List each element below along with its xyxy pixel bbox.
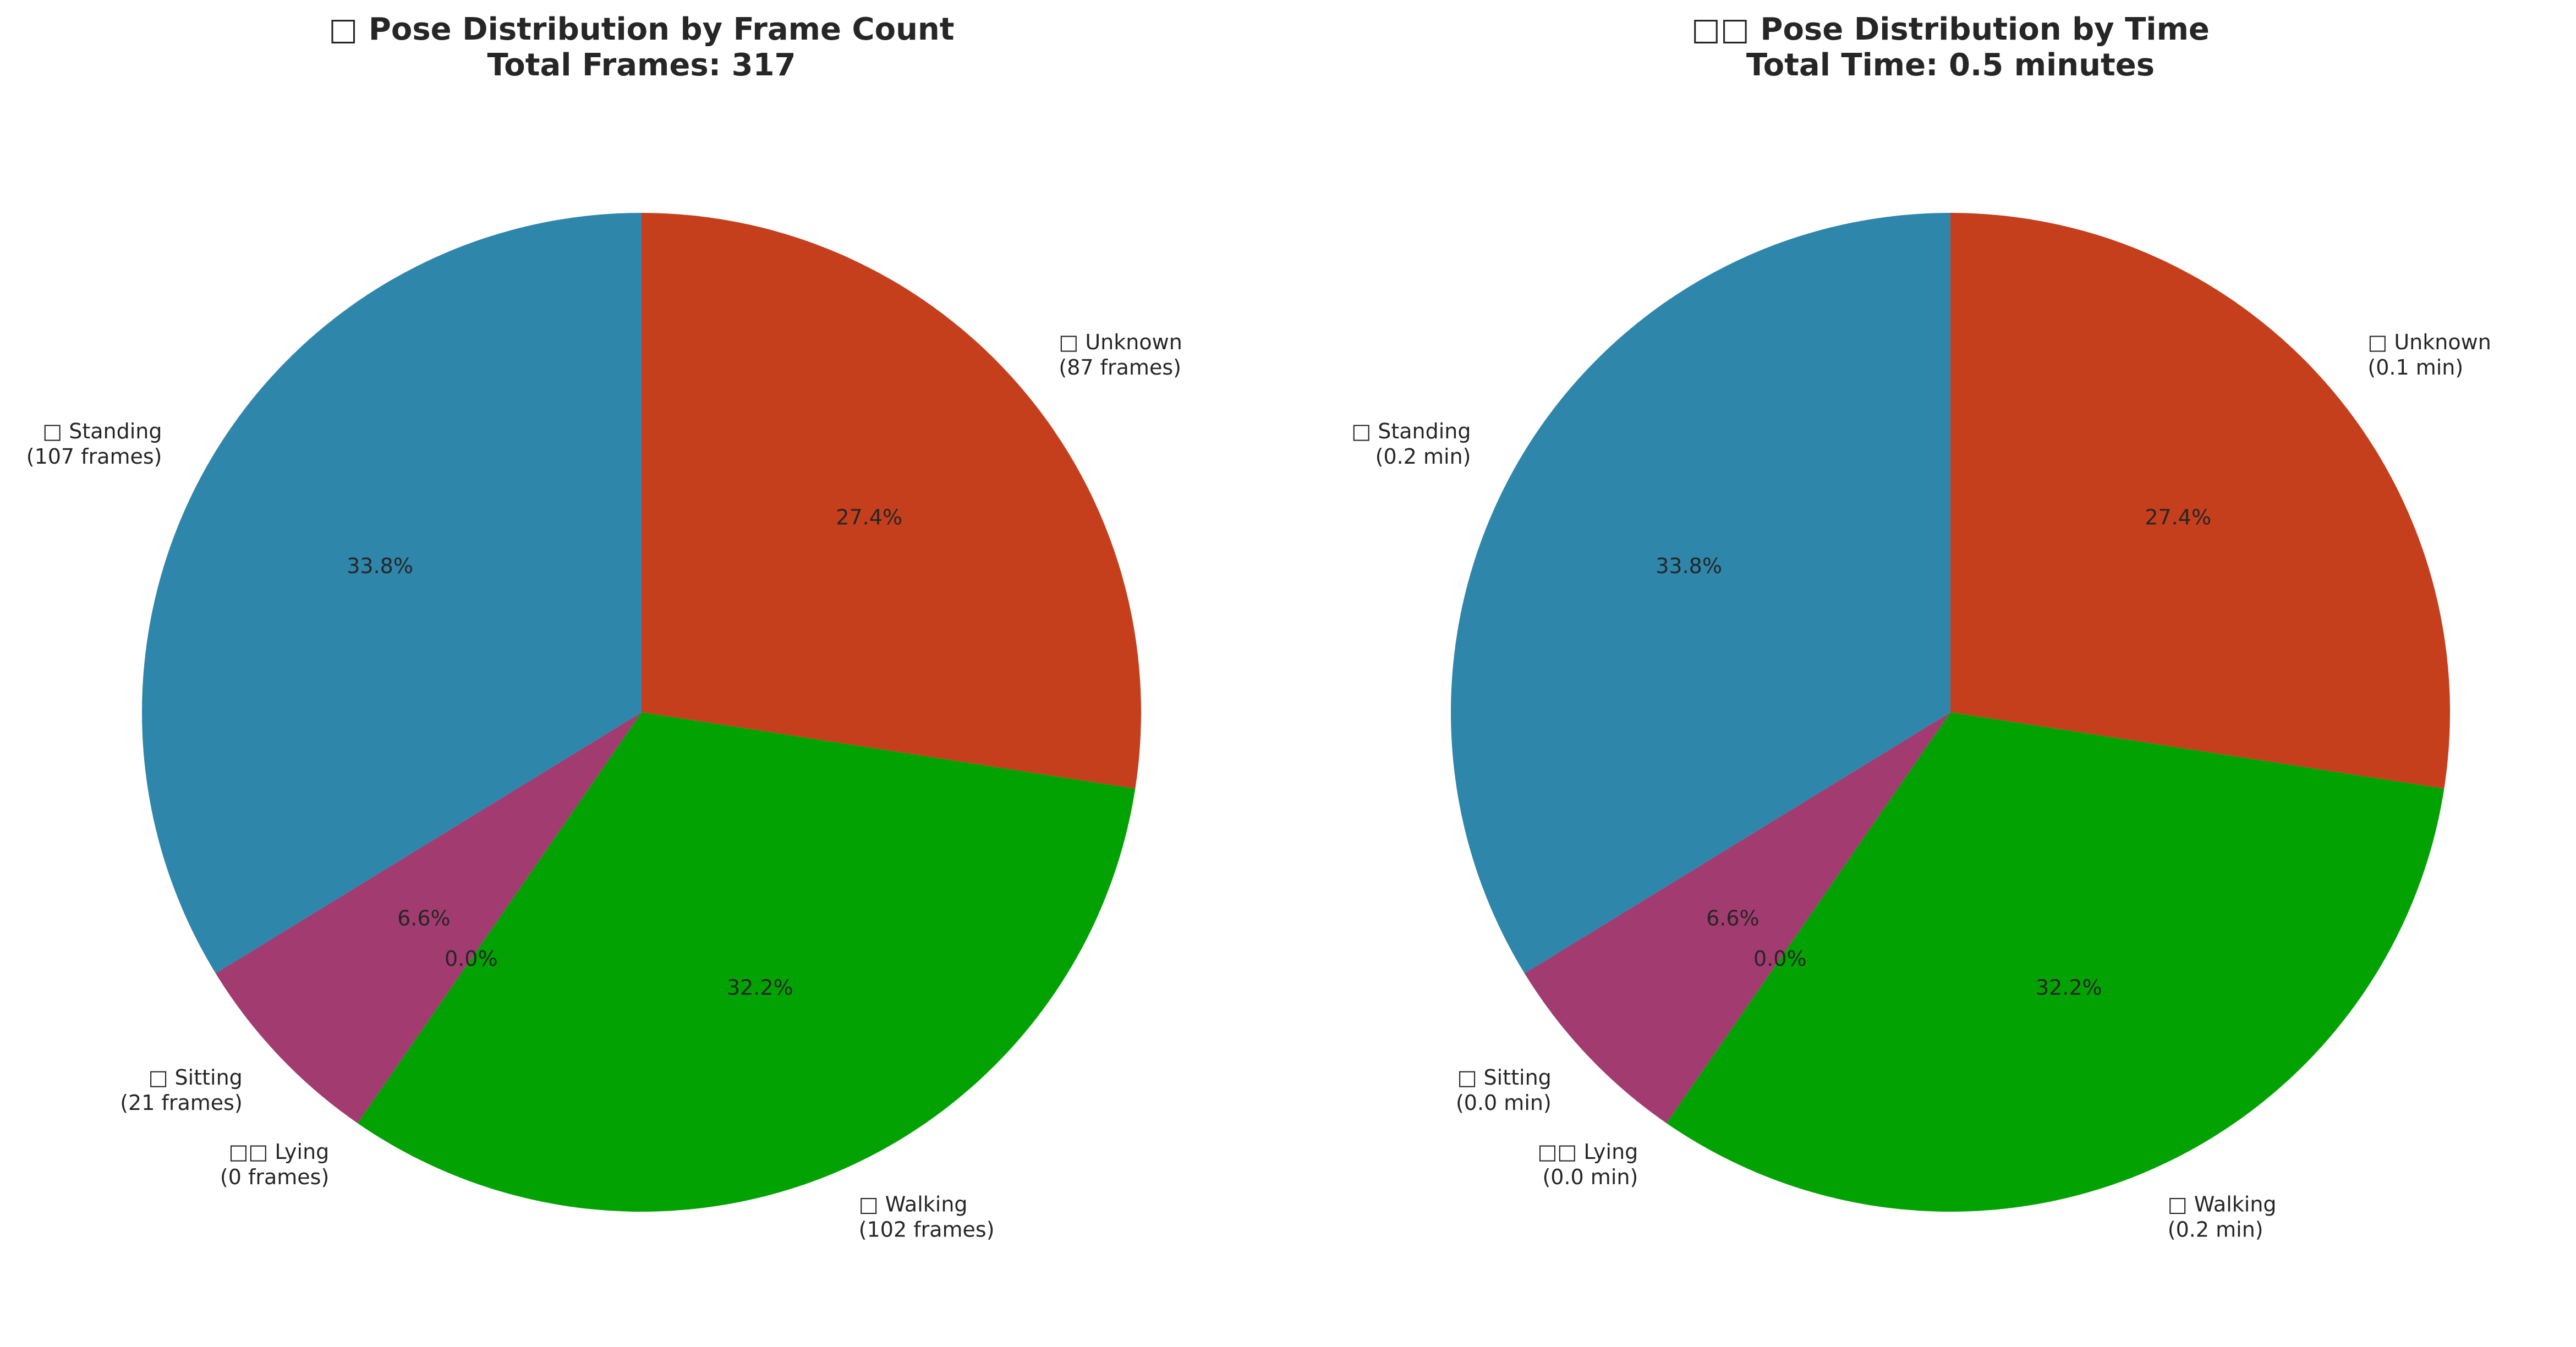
pie-slice-sitting (215, 712, 642, 1124)
slice-label-name: □□ Lying (228, 1140, 329, 1164)
pie-slice-sitting (1524, 712, 1950, 1124)
pie-chart-frame-count: □ Pose Distribution by Frame Count Total… (26, 12, 1182, 1242)
chart-title-line2: Total Frames: 317 (487, 47, 796, 83)
pie-slice-unknown (642, 213, 1142, 789)
slice-labels: 27.4%□ Unknown (0.1 min)32.2%□ Walking (0.… (1351, 330, 2491, 1242)
pie-slices (1451, 213, 2451, 1212)
slice-label-name: □ Unknown (2367, 330, 2491, 354)
slice-label-standing: □ Standing (107 frames) (26, 419, 162, 469)
pie-slice-standing (1451, 213, 1950, 974)
chart-title-line1: □□ Pose Distribution by Time (1691, 12, 2210, 47)
slice-label-name: □ Standing (1351, 419, 1471, 443)
slice-label-value: (0.2 min) (1375, 444, 1471, 469)
slice-label-sitting: □ Sitting (0.0 min) (1456, 1065, 1552, 1115)
slice-label-name: □□ Lying (1537, 1140, 1638, 1164)
slice-label-value: (0.0 min) (1456, 1091, 1552, 1115)
slice-label-name: □ Walking (2168, 1192, 2277, 1217)
pie-slice-walking (1666, 712, 2445, 1212)
percent-label-sitting: 6.6% (1706, 906, 1760, 931)
slice-label-walking: □ Walking (102 frames) (859, 1192, 995, 1242)
pie-slice-walking (357, 712, 1136, 1212)
pie-chart-time: □□ Pose Distribution by Time Total Time:… (1351, 12, 2491, 1242)
slice-label-value: (21 frames) (120, 1091, 243, 1115)
percent-label-sitting: 6.6% (397, 906, 451, 931)
percent-label-walking: 32.2% (2036, 975, 2102, 999)
slice-label-value: (87 frames) (1059, 355, 1181, 380)
pie-slice-standing (142, 213, 642, 974)
percent-label-standing: 33.8% (1656, 554, 1722, 578)
chart-title-line2: Total Time: 0.5 minutes (1746, 47, 2155, 83)
slice-label-name: □ Standing (42, 419, 162, 443)
pie-slice-unknown (1950, 213, 2451, 789)
percent-label-lying: 0.0% (445, 947, 498, 971)
percent-label-lying: 0.0% (1753, 947, 1807, 971)
slice-label-name: □ Sitting (149, 1065, 243, 1090)
slice-label-unknown: □ Unknown (87 frames) (1059, 330, 1182, 380)
slice-label-name: □ Unknown (1059, 330, 1182, 354)
slice-label-value: (102 frames) (859, 1218, 995, 1242)
percent-label-unknown: 27.4% (836, 505, 902, 530)
chart-title-line1: □ Pose Distribution by Frame Count (328, 12, 954, 47)
pie-slices (142, 213, 1142, 1212)
slice-labels: 27.4%□ Unknown (87 frames)32.2%□ Walking(… (26, 330, 1182, 1242)
slice-label-name: □ Sitting (1457, 1065, 1552, 1090)
percent-label-unknown: 27.4% (2145, 505, 2211, 530)
percent-label-standing: 33.8% (347, 554, 413, 578)
slice-label-value: (0.0 min) (1542, 1165, 1638, 1189)
slice-label-name: □ Walking (859, 1192, 968, 1217)
slice-label-lying: □□ Lying (0.0 min) (1537, 1140, 1638, 1189)
slice-label-value: (0.1 min) (2367, 355, 2463, 380)
slice-label-lying: □□ Lying (0 frames) (220, 1140, 329, 1189)
slice-label-value: (107 frames) (26, 444, 162, 469)
slice-label-unknown: □ Unknown (0.1 min) (2367, 330, 2491, 380)
slice-label-standing: □ Standing (0.2 min) (1351, 419, 1471, 469)
slice-label-value: (0 frames) (220, 1165, 329, 1189)
slice-label-sitting: □ Sitting (21 frames) (120, 1065, 243, 1115)
percent-label-walking: 32.2% (727, 975, 793, 999)
slice-label-walking: □ Walking (0.2 min) (2168, 1192, 2277, 1242)
slice-label-value: (0.2 min) (2168, 1218, 2263, 1242)
